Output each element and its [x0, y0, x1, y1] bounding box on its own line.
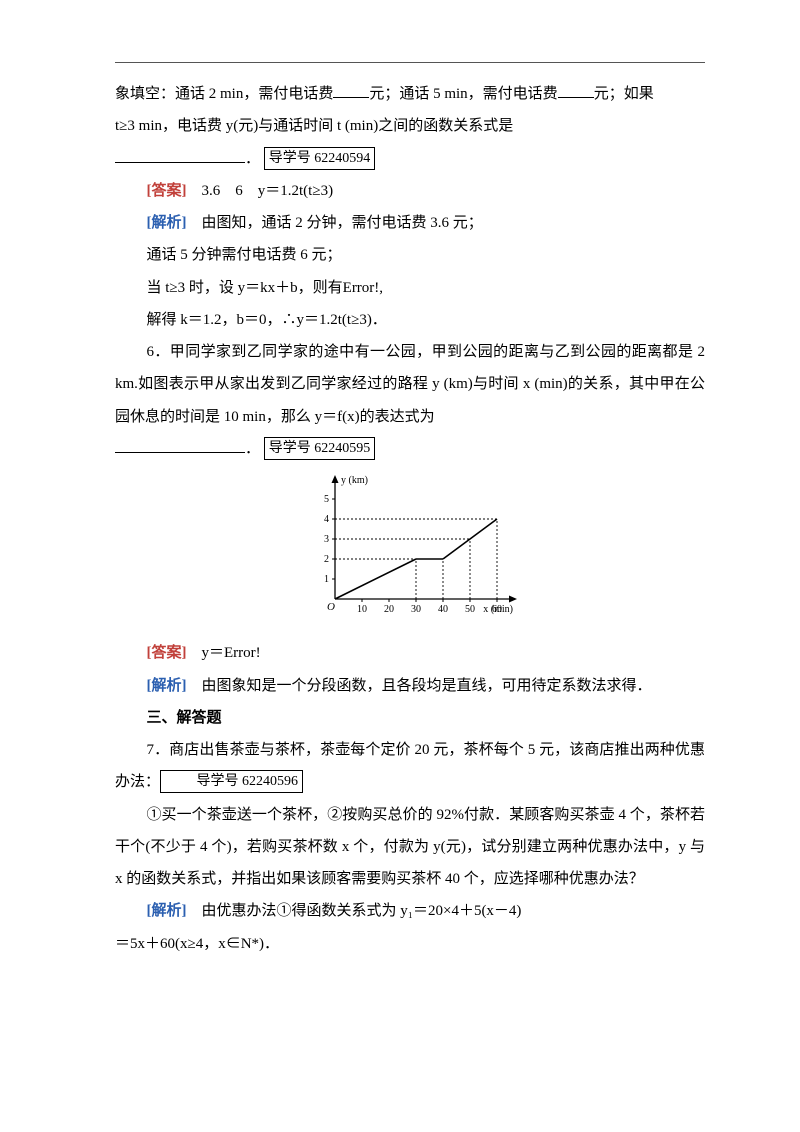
svg-text:y (km): y (km) — [341, 475, 368, 486]
q6-analysis: [解析] 由图象知是一个分段函数，且各段均是直线，可用待定系数法求得． — [115, 670, 705, 702]
analysis-label-7: [解析] — [147, 903, 187, 919]
q7-analysis-l2: ＝5x＋60(x≥4，x∈N*)． — [115, 928, 705, 960]
svg-text:20: 20 — [384, 604, 394, 615]
q5-l1c: 元；如果 — [594, 86, 654, 102]
q7-analysis-l1: [解析] 由优惠办法①得函数关系式为 y₁＝20×4＋5(x－4) — [115, 895, 705, 927]
q5-analysis-l2: 通话 5 分钟需付电话费 6 元； — [115, 239, 705, 271]
q5-text-line2: t≥3 min，电话费 y(元)与通话时间 t (min)之间的函数关系式是 — [115, 110, 705, 142]
q5-l1b: 元；通话 5 min，需付电话费 — [369, 86, 557, 102]
svg-text:10: 10 — [357, 604, 367, 615]
blank-4 — [115, 439, 245, 453]
q5-answer-body: 3.6 6 y＝1.2t(t≥3) — [187, 183, 334, 199]
svg-text:40: 40 — [438, 604, 448, 615]
guide-box-596: 导学号 62240596 — [160, 770, 303, 793]
q5-text-line3: ． 导学号 62240594 — [115, 143, 705, 175]
q6-chart: 12345102030405060Oy (km)x (min) — [115, 471, 705, 633]
q5-l3suf: ． — [245, 151, 260, 167]
answer-label-6: [答案] — [147, 645, 187, 661]
answer-label: [答案] — [147, 183, 187, 199]
guide-box-595: 导学号 62240595 — [264, 437, 376, 460]
blank-1 — [333, 84, 369, 98]
q6-ans-body: y＝Error! — [187, 645, 261, 661]
q6-body: 6．甲同学家到乙同学家的途中有一公园，甲到公园的距离与乙到公园的距离都是 2 k… — [115, 344, 705, 425]
q6-suf: ． — [245, 441, 260, 457]
section-3-title: 三、解答题 — [115, 702, 705, 734]
svg-text:1: 1 — [324, 574, 329, 585]
q6-blank-line: ． 导学号 62240595 — [115, 433, 705, 465]
q5-text-line1: 象填空：通话 2 min，需付电话费 元；通话 5 min，需付电话费 元；如果 — [115, 78, 705, 110]
q5-analysis-l3: 当 t≥3 时，设 y＝kx＋b，则有Error!, — [115, 272, 705, 304]
analysis-label: [解析] — [147, 215, 187, 231]
q7-l1: 7．商店出售茶壶与茶杯，茶壶每个定价 20 元，茶杯每个 5 元，该商店推出两种… — [115, 734, 705, 799]
svg-text:4: 4 — [324, 514, 329, 525]
blank-2 — [558, 84, 594, 98]
guide-box-594: 导学号 62240594 — [264, 147, 376, 170]
q5-l1a: 象填空：通话 2 min，需付电话费 — [115, 86, 333, 102]
q7-l2: ①买一个茶壶送一个茶杯，②按购买总价的 92%付款．某顾客购买茶壶 4 个，茶杯… — [115, 799, 705, 896]
svg-text:3: 3 — [324, 534, 329, 545]
q6-text: 6．甲同学家到乙同学家的途中有一公园，甲到公园的距离与乙到公园的距离都是 2 k… — [115, 336, 705, 433]
q5-ax-1: 由图知，通话 2 分钟，需付电话费 3.6 元； — [187, 215, 483, 231]
blank-3 — [115, 148, 245, 162]
svg-text:2: 2 — [324, 554, 329, 565]
chart-svg: 12345102030405060Oy (km)x (min) — [295, 471, 525, 621]
q5-answer: [答案] 3.6 6 y＝1.2t(t≥3) — [115, 175, 705, 207]
svg-text:50: 50 — [465, 604, 475, 615]
svg-text:5: 5 — [324, 494, 329, 505]
q6-answer: [答案] y＝Error! — [115, 637, 705, 669]
svg-text:30: 30 — [411, 604, 421, 615]
svg-text:O: O — [327, 601, 335, 613]
q7-ax-1: 由优惠办法①得函数关系式为 y₁＝20×4＋5(x－4) — [187, 903, 522, 919]
analysis-label-6: [解析] — [147, 678, 187, 694]
q6-ax-body: 由图象知是一个分段函数，且各段均是直线，可用待定系数法求得． — [187, 678, 652, 694]
q5-analysis-l1: [解析] 由图知，通话 2 分钟，需付电话费 3.6 元； — [115, 207, 705, 239]
q5-analysis-l4: 解得 k＝1.2，b＝0，∴y＝1.2t(t≥3)． — [115, 304, 705, 336]
top-horizontal-rule — [115, 62, 705, 63]
svg-text:x (min): x (min) — [483, 604, 513, 615]
